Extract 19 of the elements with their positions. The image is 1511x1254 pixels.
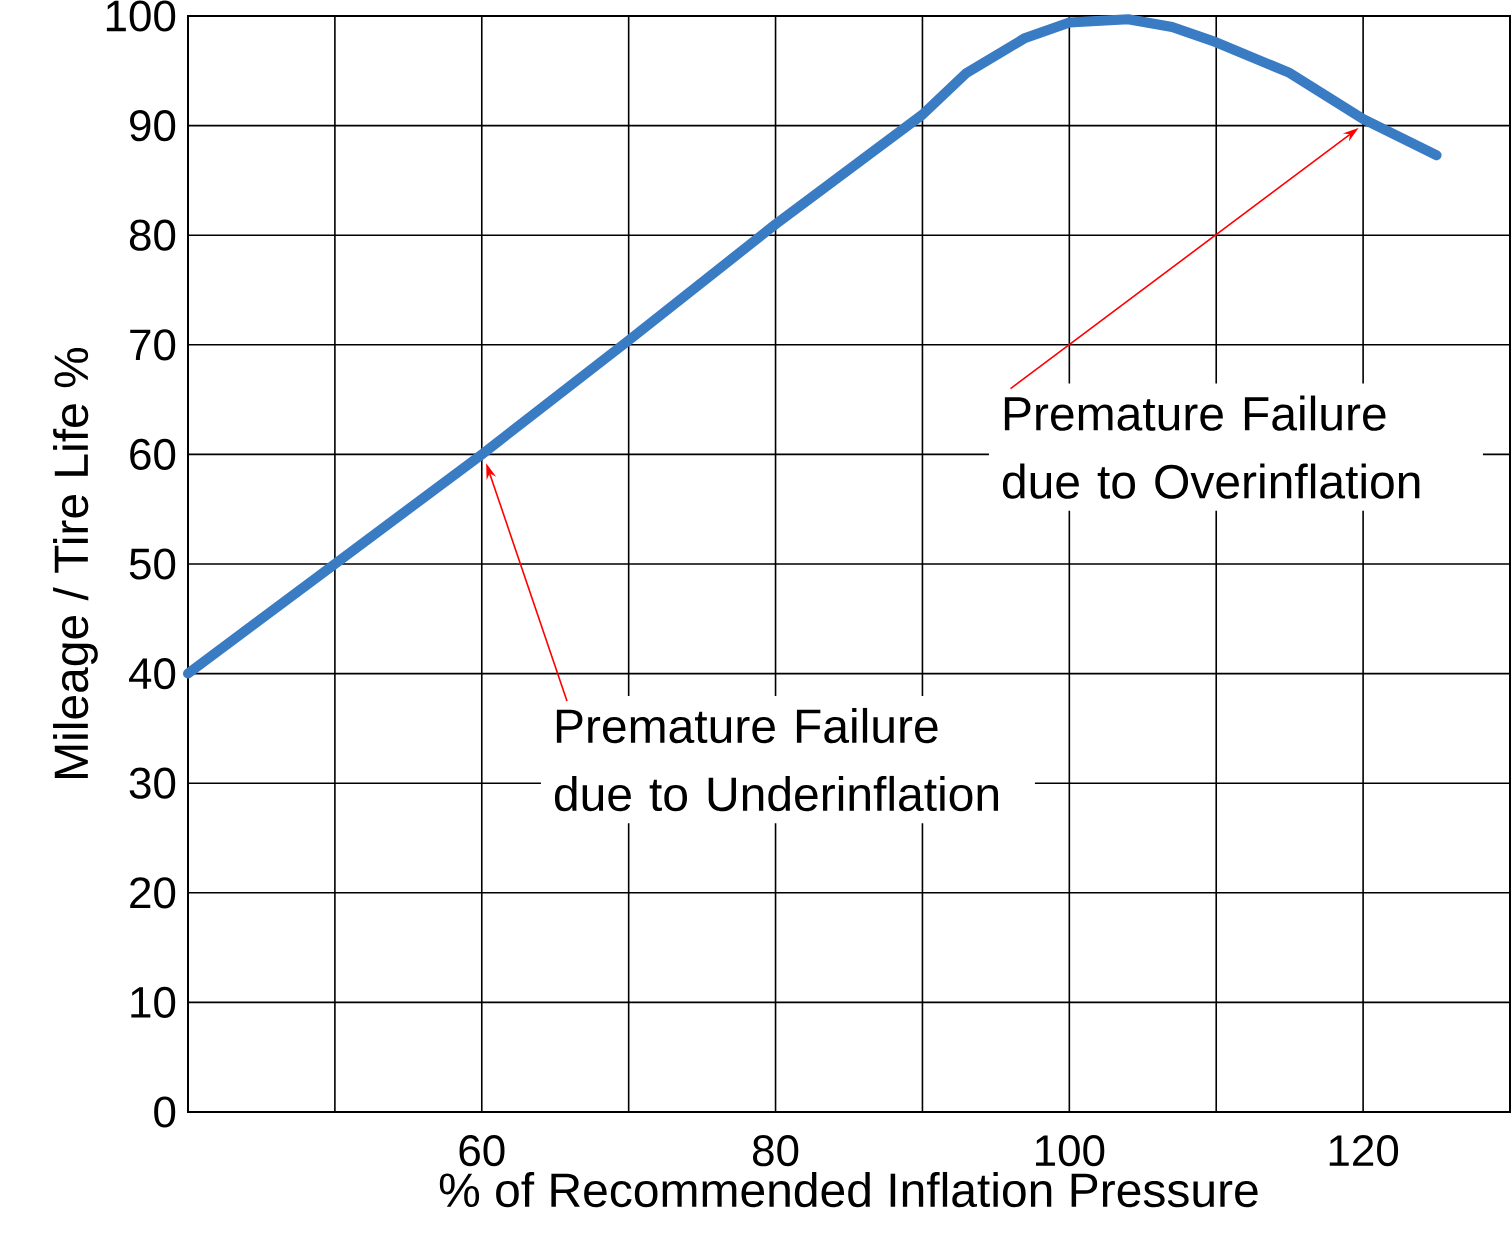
y-tick-label: 100 xyxy=(106,0,176,32)
y-tick-label: 90 xyxy=(130,110,176,142)
y-tick-label: 50 xyxy=(129,548,176,580)
y-tick-label: 70 xyxy=(130,329,176,361)
y-tick-label: 0 xyxy=(154,1096,176,1128)
y-tick-label: 10 xyxy=(131,986,176,1018)
y-tick-label: 80 xyxy=(129,219,176,251)
x-tick-label: 60 xyxy=(459,1135,505,1167)
x-tick-label: 80 xyxy=(753,1135,799,1167)
x-tick-label: 120 xyxy=(1329,1135,1399,1167)
y-tick-label: 30 xyxy=(129,767,176,799)
y-tick-label: 60 xyxy=(130,438,176,470)
x-tick-label: 100 xyxy=(1035,1135,1105,1167)
annotation: Premature Failure due to Overinflation xyxy=(1002,395,1420,499)
y-axis-title: Mileage / Tire Life % xyxy=(53,347,98,778)
y-tick-label: 20 xyxy=(130,877,176,909)
x-axis-title: % of Recommended Inflation Pressure xyxy=(439,1171,1258,1208)
annotation: Premature Failure due to Underinflation xyxy=(554,707,999,812)
y-tick-label: 40 xyxy=(129,658,176,690)
